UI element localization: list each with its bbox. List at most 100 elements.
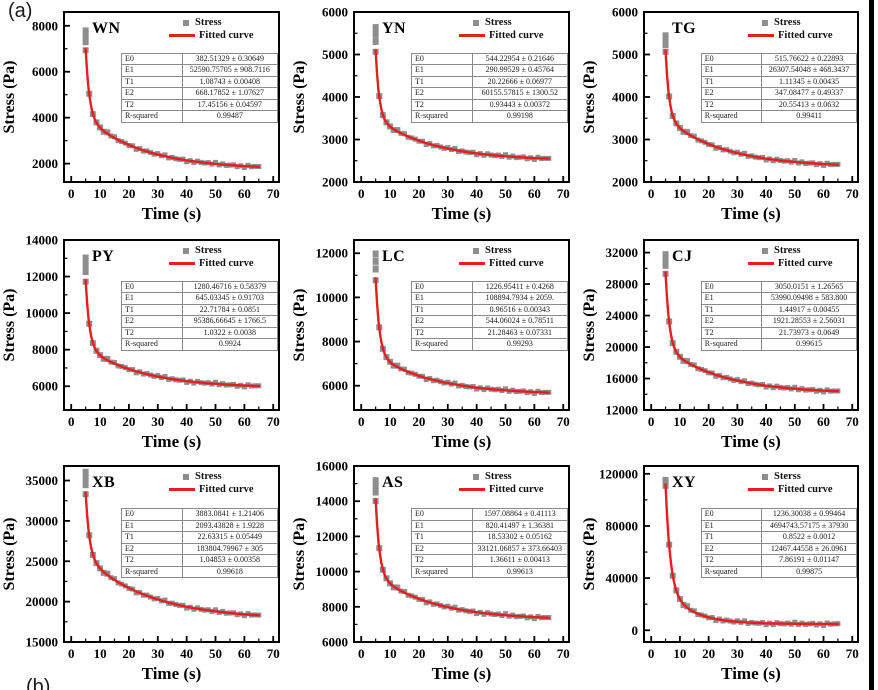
fit-param-value: 0.99487 (181, 110, 278, 123)
legend: Stress Fitted curve (169, 16, 275, 42)
x-tick-label: 20 (122, 186, 135, 201)
y-tick-label: 24000 (606, 308, 639, 323)
legend-fitted-label: Fitted curve (489, 258, 544, 269)
stress-scatter-point (372, 37, 379, 45)
y-tick-label: 6000 (612, 5, 638, 20)
y-tick-label: 32000 (606, 245, 639, 260)
x-tick-label: 20 (702, 414, 715, 429)
fit-param-row: T2 7.86191 ± 0.01147 (700, 554, 857, 567)
y-tick-label: 20000 (606, 340, 639, 355)
fit-param-name: E2 (410, 87, 473, 100)
x-tick-label: 70 (267, 646, 280, 661)
x-tick-label: 0 (358, 414, 365, 429)
fit-param-row: T1 1.08743 ± 0.00408 (120, 75, 278, 89)
chart-panel-XY: 0 10 20 30 40 50 60 70 0 40000 80000 120000 Stress (… (580, 456, 869, 688)
fit-param-name: R-squared (700, 110, 763, 123)
fit-param-row: R-squared 0.9924 (120, 338, 278, 351)
stress-scatter-point (241, 613, 247, 619)
fit-param-row: E0 3883.0841 ± 1.21406 (120, 508, 278, 521)
stress-scatter-point (742, 150, 748, 156)
x-tick-label: 0 (648, 186, 655, 201)
sample-label-YN: YN (382, 20, 407, 37)
x-tick-label: 30 (151, 646, 164, 661)
stress-scatter-point (133, 370, 139, 376)
fitted-curve-line (664, 483, 840, 626)
x-tick-label: 70 (267, 414, 280, 429)
chart-panel-PY: 0 10 20 30 40 50 60 70 6000 8000 10000 12000 14000 St… (0, 230, 290, 456)
x-tick-label: 70 (557, 186, 570, 201)
fit-params-table-TG: E0 515.76622 ± 0.22893 E1 26307.54048 ± 468… (700, 52, 857, 123)
fit-param-row: T2 20.55413 ± 0.0632 (700, 98, 857, 112)
stress-scatter-point (531, 616, 537, 622)
y-axis-label: Stress (Pa) (291, 517, 308, 591)
fit-param-row: E0 1280.46716 ± 0.58379 (120, 280, 278, 294)
legend-item-stress: Stress (459, 244, 565, 257)
y-tick-label: 3000 (612, 132, 638, 147)
x-tick-label: 10 (384, 646, 397, 661)
fit-param-row: E0 515.76622 ± 0.22893 (700, 52, 857, 66)
stress-scatter-point (372, 30, 379, 38)
sample-label-PY: PY (92, 248, 115, 265)
y-tick-label: 12000 (316, 246, 349, 261)
x-tick-label: 50 (209, 414, 222, 429)
fit-param-name: T1 (120, 75, 183, 89)
fit-param-value: 0.99618 (181, 565, 278, 579)
stress-scatter-point (82, 481, 89, 489)
fit-param-value: 1597.08864 ± 0.41113 (471, 508, 568, 521)
legend-item-stress: Stress (459, 16, 565, 29)
fit-param-value: 21.73973 ± 0.0649 (761, 326, 857, 340)
fit-param-row: E0 1597.08864 ± 0.41113 (410, 508, 568, 521)
y-tick-label: 6000 (322, 378, 348, 393)
x-tick-label: 50 (788, 414, 801, 429)
fit-param-name: E1 (410, 64, 473, 77)
fit-param-value: 0.99293 (471, 338, 568, 351)
fit-param-name: E1 (410, 292, 473, 305)
plot-svg-TG: 0 10 20 30 40 50 60 70 2000 3000 4000 5000 6000 (612, 5, 859, 201)
x-tick-label: 40 (760, 186, 773, 201)
x-tick-label: 40 (180, 186, 193, 201)
fit-param-name: T2 (410, 98, 473, 112)
fit-param-value: 21.28463 ± 0.07331 (471, 326, 568, 340)
fit-param-row: E2 95386.66645 ± 1766.5 (120, 315, 278, 328)
legend-stress-label: Stress (195, 471, 222, 482)
chart-panel-YN: 0 10 20 30 40 50 60 70 2000 3000 4000 5000 6000 Stres… (290, 2, 580, 228)
stress-scatter-point (213, 379, 219, 385)
x-tick-label: 10 (384, 414, 397, 429)
stress-scatter-point (133, 590, 139, 596)
fit-param-row: E2 60155.57815 ± 1300.52 (410, 87, 568, 100)
legend: Stress Fitted curve (748, 16, 854, 42)
stress-scatter-point (792, 157, 798, 163)
stress-scatter-point (763, 622, 769, 628)
legend-fitted-label: Fitted curve (199, 484, 254, 495)
fit-param-value: 1.04853 ± 0.00358 (181, 554, 278, 567)
fit-param-name: R-squared (410, 110, 473, 123)
fitted-curve-line (664, 49, 840, 166)
fit-params-table-XY: E0 1236.30038 ± 0.99464 E1 4694743.57175 ± … (700, 508, 857, 579)
x-tick-label: 60 (528, 414, 541, 429)
fit-param-value: 20.22666 ± 0.06977 (471, 75, 568, 89)
fit-param-value: 22.71784 ± 0.0851 (181, 303, 278, 317)
chart-panel-AS: 0 10 20 30 40 50 60 70 6000 8000 10000 12000 14000 16… (290, 456, 580, 688)
chart-panel-CJ: 0 10 20 30 40 50 60 70 12000 16000 20000 24000 28000… (580, 230, 869, 456)
x-tick-label: 30 (441, 646, 454, 661)
fit-param-row: T2 21.28463 ± 0.07331 (410, 326, 568, 340)
fit-param-row: T2 1.36611 ± 0.00413 (410, 554, 568, 567)
y-tick-label: 16000 (606, 371, 639, 386)
x-tick-label: 60 (817, 646, 830, 661)
fitted-curve-line (374, 498, 550, 619)
y-tick-label: 40000 (606, 571, 639, 586)
x-tick-label: 60 (817, 186, 830, 201)
fit-param-name: T2 (120, 98, 183, 112)
fit-param-value: 0.9924 (181, 338, 278, 351)
fit-param-value: 0.93443 ± 0.00372 (471, 98, 568, 112)
fit-param-name: E0 (120, 52, 183, 66)
stress-scatter-point (763, 384, 769, 390)
legend: Stress Fitted curve (459, 16, 565, 42)
fit-param-name: T2 (120, 326, 183, 340)
fit-param-row: T1 20.22666 ± 0.06977 (410, 75, 568, 89)
fit-param-name: R-squared (700, 338, 763, 351)
stress-scatter-point (662, 256, 669, 264)
fit-params-table-PY: E0 1280.46716 ± 0.58379 E1 645.03345 ± 0.91… (120, 280, 278, 351)
x-tick-label: 0 (68, 186, 75, 201)
